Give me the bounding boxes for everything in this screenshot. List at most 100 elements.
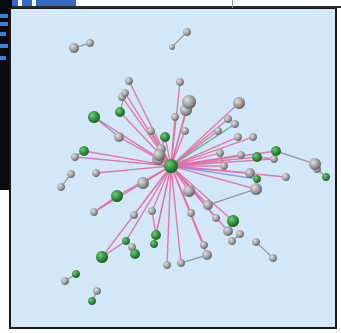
- graph-node-green: [115, 107, 125, 117]
- graph-node-gray: [130, 211, 138, 219]
- panel-dash: [0, 44, 8, 48]
- graph-node-green: [271, 146, 281, 156]
- graph-node-gray: [309, 158, 321, 170]
- graph-node-green: [151, 230, 161, 240]
- graph-edge: [170, 152, 221, 167]
- graph-node-gray: [57, 183, 65, 191]
- graph-node-green: [253, 175, 261, 183]
- graph-node-gray: [121, 89, 129, 97]
- graph-node-green: [72, 270, 80, 278]
- graph-edge: [93, 165, 172, 213]
- graph-edge: [170, 165, 258, 180]
- graph-edge: [74, 156, 172, 167]
- graph-node-gray: [86, 39, 94, 47]
- graph-node-gray: [231, 120, 239, 128]
- panel-dash: [0, 56, 6, 60]
- graph-node-gray: [245, 168, 255, 178]
- graph-edge: [133, 165, 172, 216]
- graph-node-gray: [200, 241, 208, 249]
- graph-node-gray: [125, 77, 133, 85]
- top-strip: [0, 0, 341, 8]
- graph-node-gray: [93, 287, 101, 295]
- graph-node-green: [227, 215, 239, 227]
- graph-node-green: [322, 173, 330, 181]
- graph-node-gray: [223, 226, 233, 236]
- graph-edge: [170, 136, 239, 167]
- graph-node-gray: [137, 177, 149, 189]
- graph-edge: [170, 165, 182, 264]
- graph-edge: [95, 165, 172, 174]
- graph-edge: [207, 188, 257, 206]
- graph-node-gray: [90, 208, 98, 216]
- graph-node-green: [88, 111, 100, 123]
- graph-edge: [170, 165, 205, 246]
- graph-node-gray: [92, 169, 100, 177]
- graph-node-gray: [228, 237, 236, 245]
- graph-node-gray: [202, 250, 212, 260]
- graph-node-gray: [69, 43, 79, 53]
- graph-node-gray: [163, 261, 171, 269]
- graph-edge: [170, 165, 287, 178]
- graph-node-gray: [203, 200, 213, 210]
- graph-node-gray: [214, 127, 222, 135]
- graph-node-gray: [250, 183, 262, 195]
- edges-layer: [60, 31, 327, 302]
- graph-node-gray: [61, 277, 69, 285]
- graph-node-gray: [224, 115, 232, 123]
- graph-node-gray: [67, 170, 75, 178]
- graph-edge: [170, 136, 254, 167]
- graph-node-green: [150, 240, 158, 248]
- graph-node-gray: [220, 162, 228, 170]
- top-divider: [0, 6, 341, 8]
- graph-node-gray: [171, 113, 179, 121]
- graph-node-green: [79, 146, 89, 156]
- graph-node-green: [160, 132, 170, 142]
- graph-edge: [170, 165, 234, 222]
- graph-node-gray: [212, 214, 220, 222]
- graph-node-green: [88, 297, 96, 305]
- graph-node-gray: [177, 259, 185, 267]
- graph-node-gray: [153, 149, 165, 161]
- graph-node-gray: [181, 127, 189, 135]
- graph-node-green: [122, 237, 130, 245]
- graph-node-gray: [128, 243, 136, 251]
- graph-node-gray: [236, 230, 244, 238]
- graph-node-gray: [187, 209, 195, 217]
- graph-node-gray: [237, 151, 245, 159]
- graph-node-gray: [183, 28, 191, 36]
- graph-node-green: [96, 251, 108, 263]
- graph-node-gray: [216, 149, 224, 157]
- graph-node-green: [252, 152, 262, 162]
- graph-edge: [170, 165, 257, 190]
- graph-node-gray: [182, 95, 196, 109]
- panel-dash: [0, 14, 8, 18]
- top-blue-block: [36, 0, 76, 6]
- graph-node-gray: [176, 78, 184, 86]
- graph-node-green: [130, 249, 140, 259]
- graph-node-green: [111, 190, 123, 202]
- graph-edge: [170, 116, 176, 167]
- graph-node-gray: [233, 97, 245, 109]
- graph-edge: [170, 109, 187, 167]
- graph-node-gray: [148, 207, 156, 215]
- graph-node-gray: [183, 185, 195, 197]
- graph-node-gray: [169, 44, 175, 50]
- graph-node-gray: [270, 155, 278, 163]
- graph-edge: [166, 165, 172, 266]
- graph-node-gray: [252, 238, 260, 246]
- graph-node-gray: [147, 127, 155, 135]
- panel-dash: [0, 32, 6, 36]
- top-blue-block: [22, 0, 32, 6]
- network-graph-panel: [9, 8, 337, 329]
- graph-edge: [275, 150, 316, 165]
- graph-edge: [170, 123, 236, 167]
- network-graph: [57, 28, 330, 305]
- nodes-layer: [57, 28, 330, 305]
- graph-node-gray: [234, 133, 242, 141]
- graph-node-gray: [71, 153, 79, 161]
- panel-dash: [0, 22, 8, 26]
- graph-node-gray: [282, 173, 290, 181]
- graph-edge: [170, 102, 240, 167]
- graph-node-gray: [269, 254, 277, 262]
- graph-node-gray: [249, 133, 257, 141]
